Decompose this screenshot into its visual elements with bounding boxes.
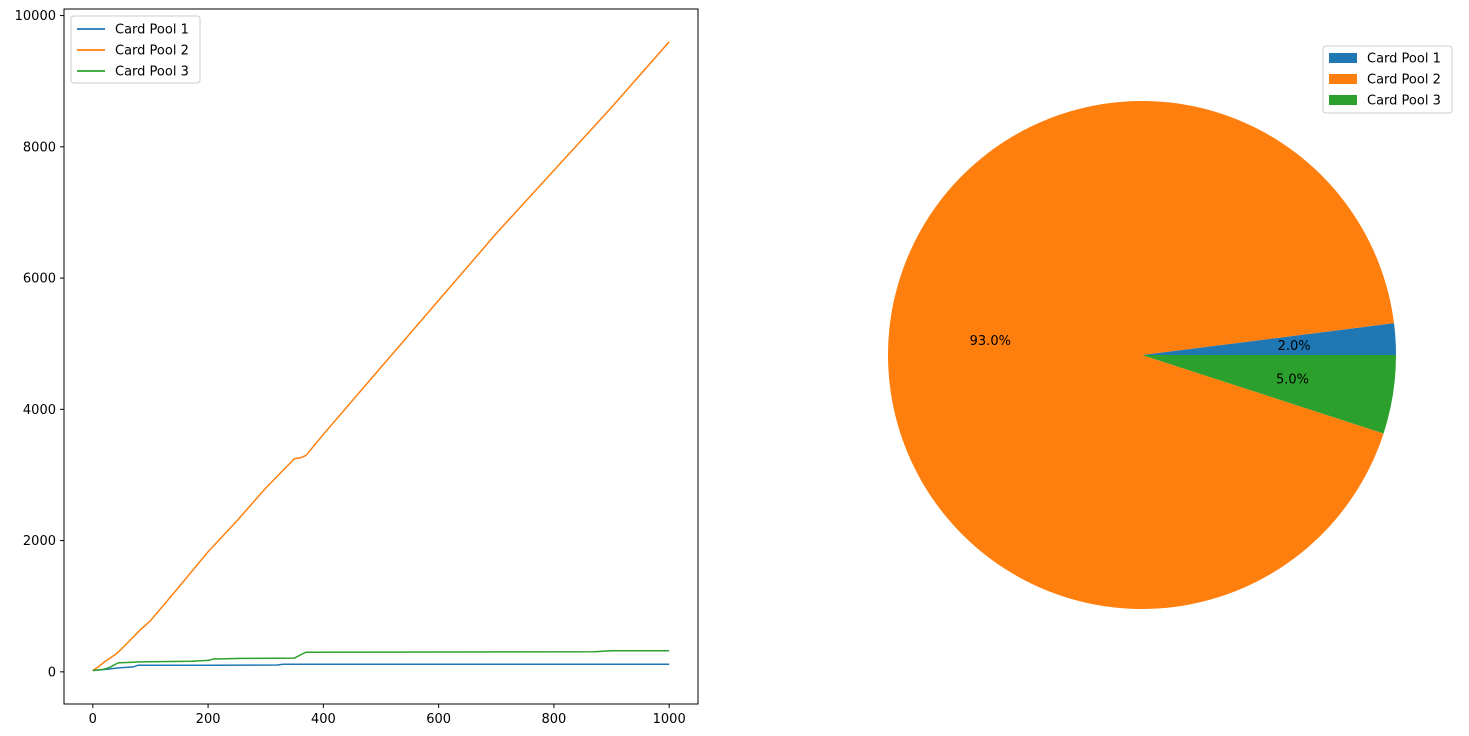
x-tick-label: 200 bbox=[196, 712, 221, 727]
y-tick-label: 0 bbox=[48, 665, 56, 680]
series-line-3 bbox=[92, 650, 670, 672]
pie-percent-label: 5.0% bbox=[1276, 372, 1309, 387]
pie-slice-2 bbox=[888, 100, 1394, 609]
y-tick-label: 6000 bbox=[23, 272, 56, 287]
y-tick-label: 10000 bbox=[15, 9, 56, 24]
pie-percent-labels: 2.0% 93.0% 5.0% bbox=[970, 334, 1311, 387]
legend-label: Card Pool 1 bbox=[1367, 52, 1441, 67]
x-tick-label: 400 bbox=[311, 712, 336, 727]
x-axis-ticks: 0 200 400 600 800 1000 bbox=[89, 704, 686, 727]
legend-label: Card Pool 2 bbox=[1367, 73, 1441, 88]
x-tick-label: 0 bbox=[89, 712, 97, 727]
x-tick-label: 800 bbox=[541, 712, 566, 727]
y-tick-label: 4000 bbox=[23, 403, 56, 418]
pie-slice-1 bbox=[1142, 323, 1396, 355]
legend-label: Card Pool 3 bbox=[1367, 94, 1441, 109]
legend-label: Card Pool 3 bbox=[115, 65, 189, 80]
y-tick-label: 2000 bbox=[23, 534, 56, 549]
line-chart-axes-frame bbox=[63, 8, 699, 705]
pie-slice-3 bbox=[1142, 355, 1396, 434]
pie-percent-label: 93.0% bbox=[970, 334, 1011, 349]
x-tick-label: 1000 bbox=[653, 712, 686, 727]
pie-chart-legend: Card Pool 1 Card Pool 2 Card Pool 3 bbox=[1322, 45, 1453, 114]
legend-color-swatch bbox=[1329, 53, 1357, 63]
series-line-2 bbox=[92, 41, 670, 672]
pie-slices bbox=[888, 100, 1396, 609]
legend-color-swatch bbox=[1329, 95, 1357, 105]
line-chart: 0 200 400 600 800 1000 0 2000 4000 6000 8000 10000… bbox=[15, 8, 699, 727]
line-chart-legend: Card Pool 1 Card Pool 2 Card Pool 3 bbox=[70, 15, 201, 84]
legend-label: Card Pool 2 bbox=[115, 44, 189, 59]
line-series-group bbox=[92, 41, 670, 672]
legend-frame bbox=[70, 15, 201, 84]
x-tick-label: 600 bbox=[426, 712, 451, 727]
y-tick-label: 8000 bbox=[23, 140, 56, 155]
legend-label: Card Pool 1 bbox=[115, 23, 189, 38]
y-axis-ticks: 0 2000 4000 6000 8000 10000 bbox=[15, 9, 64, 680]
series-line-1 bbox=[92, 663, 670, 672]
legend-color-swatch bbox=[1329, 74, 1357, 84]
pie-percent-label: 2.0% bbox=[1278, 339, 1311, 354]
